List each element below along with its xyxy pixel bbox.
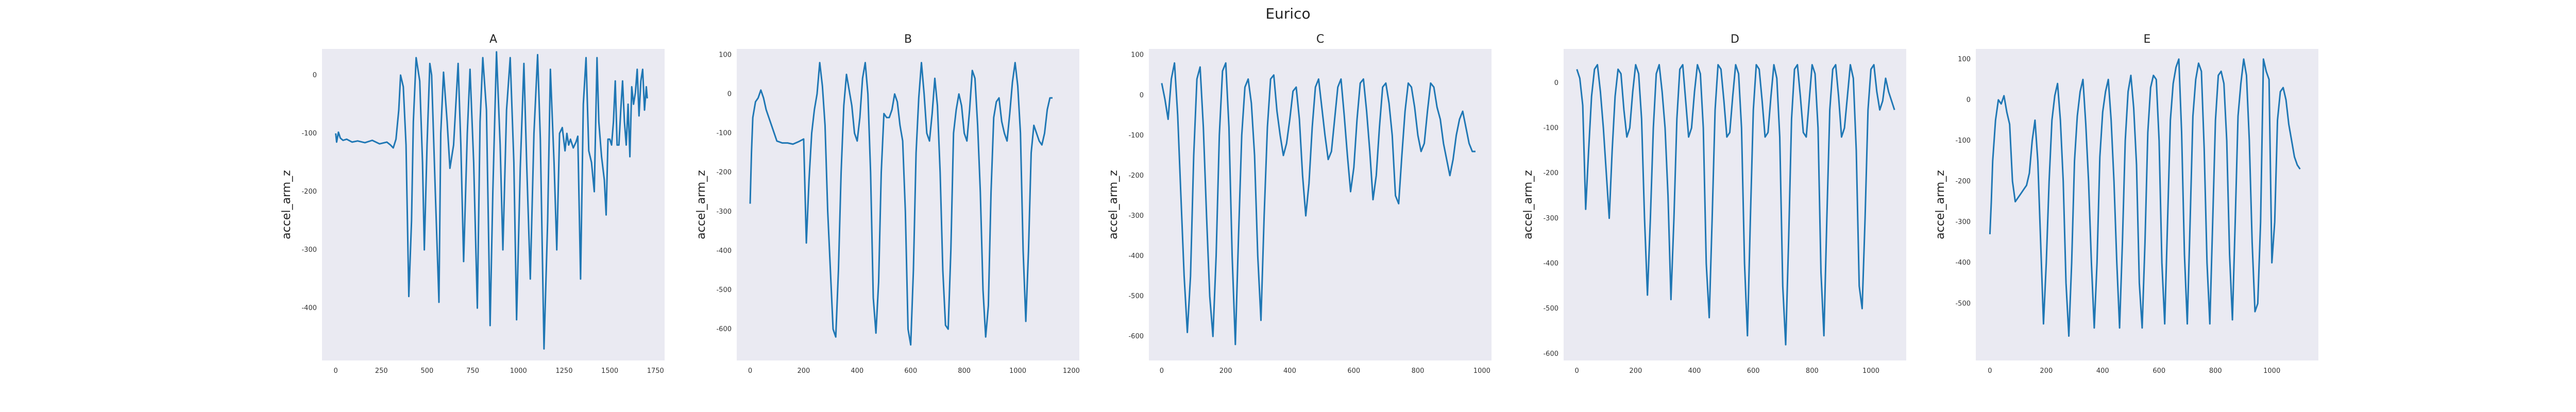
y-tick-label: -100	[1543, 124, 1558, 132]
y-tick-label: -600	[716, 325, 732, 333]
panel-title: A	[489, 33, 497, 46]
y-tick-label: -300	[1543, 215, 1558, 222]
x-tick-label: 200	[1219, 367, 1232, 375]
x-tick-label: 200	[2040, 367, 2053, 375]
x-tick-label: 800	[1806, 367, 1819, 375]
x-tick-label: 1000	[1473, 367, 1490, 375]
y-tick-label: -600	[1128, 333, 1144, 340]
y-tick-label: -400	[1543, 260, 1558, 267]
y-tick-label: -300	[716, 208, 732, 216]
plot-area	[1976, 49, 2318, 360]
y-tick-label: -300	[1128, 212, 1144, 220]
y-tick-label: -400	[301, 304, 317, 312]
x-tick-label: 600	[2153, 367, 2165, 375]
y-tick-label: -500	[1955, 300, 1971, 307]
x-tick-label: 400	[851, 367, 863, 375]
x-tick-label: 0	[1160, 367, 1164, 375]
series-line	[1161, 62, 1476, 346]
panel-title: E	[2144, 33, 2151, 46]
x-tick-label: 200	[1629, 367, 1642, 375]
y-tick-label: -500	[1543, 305, 1558, 313]
y-tick-label: -100	[1955, 137, 1971, 145]
series-line	[1989, 58, 2301, 337]
x-tick-label: 600	[1747, 367, 1760, 375]
y-axis-label: accel_arm_z	[280, 170, 293, 239]
x-tick-label: 0	[333, 367, 337, 375]
y-tick-label: -100	[716, 130, 732, 138]
x-tick-label: 0	[1988, 367, 1992, 375]
y-tick-label: -200	[1543, 169, 1558, 177]
y-axis-label: accel_arm_z	[1522, 170, 1535, 239]
x-tick-label: 800	[2209, 367, 2222, 375]
y-tick-label: -200	[1128, 172, 1144, 180]
panel-title: D	[1731, 33, 1739, 46]
x-tick-label: 1000	[1009, 367, 1026, 375]
y-axis-label: accel_arm_z	[1107, 170, 1120, 239]
x-tick-label: 800	[958, 367, 971, 375]
x-tick-label: 400	[2096, 367, 2109, 375]
x-tick-label: 600	[904, 367, 917, 375]
y-tick-label: -300	[301, 246, 317, 254]
series-line	[335, 51, 648, 350]
x-tick-label: 200	[797, 367, 810, 375]
y-tick-label: -400	[1128, 252, 1144, 260]
y-tick-label: -200	[1955, 178, 1971, 185]
x-tick-label: 1000	[510, 367, 527, 375]
figure-title: Eurico	[1265, 5, 1310, 22]
x-tick-label: 1000	[2263, 367, 2280, 375]
x-tick-label: 800	[1412, 367, 1425, 375]
x-tick-label: 1200	[1063, 367, 1080, 375]
x-tick-label: 1000	[1862, 367, 1879, 375]
x-tick-label: 1750	[647, 367, 664, 375]
y-tick-label: 100	[1131, 52, 1144, 59]
y-tick-label: -200	[716, 169, 732, 177]
panel-title: C	[1316, 33, 1324, 46]
y-tick-label: -300	[1955, 218, 1971, 226]
y-axis-label: accel_arm_z	[1934, 170, 1947, 239]
y-tick-label: -500	[716, 286, 732, 294]
x-tick-label: 750	[466, 367, 479, 375]
x-tick-label: 500	[421, 367, 434, 375]
x-tick-label: 400	[1688, 367, 1701, 375]
y-tick-label: -200	[301, 188, 317, 196]
series-line	[749, 62, 1053, 346]
x-tick-label: 400	[1283, 367, 1296, 375]
y-tick-label: 0	[1140, 92, 1144, 99]
y-tick-label: 0	[1554, 79, 1558, 87]
x-tick-label: 1500	[601, 367, 618, 375]
x-tick-label: 250	[375, 367, 388, 375]
y-tick-label: 100	[719, 51, 732, 59]
y-tick-label: -500	[1128, 293, 1144, 300]
y-tick-label: 0	[727, 91, 732, 98]
y-tick-label: -400	[1955, 259, 1971, 267]
panel-title: B	[904, 33, 912, 46]
x-tick-label: 1250	[555, 367, 572, 375]
y-axis-label: accel_arm_z	[695, 170, 708, 239]
x-tick-label: 600	[1347, 367, 1360, 375]
x-tick-label: 0	[748, 367, 752, 375]
y-tick-label: -400	[716, 247, 732, 255]
y-tick-label: -100	[1128, 132, 1144, 140]
y-tick-label: -100	[301, 130, 317, 138]
y-tick-label: -600	[1543, 350, 1558, 358]
y-tick-label: 0	[313, 72, 317, 79]
series-line	[1576, 64, 1895, 346]
x-tick-label: 0	[1575, 367, 1579, 375]
y-tick-label: 100	[1958, 56, 1971, 63]
plot-area	[1564, 49, 1906, 360]
y-tick-label: 0	[1967, 96, 1971, 104]
